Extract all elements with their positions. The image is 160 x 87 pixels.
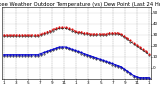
Title: Milwaukee Weather Outdoor Temperature (vs) Dew Point (Last 24 Hours): Milwaukee Weather Outdoor Temperature (v… xyxy=(0,2,160,7)
